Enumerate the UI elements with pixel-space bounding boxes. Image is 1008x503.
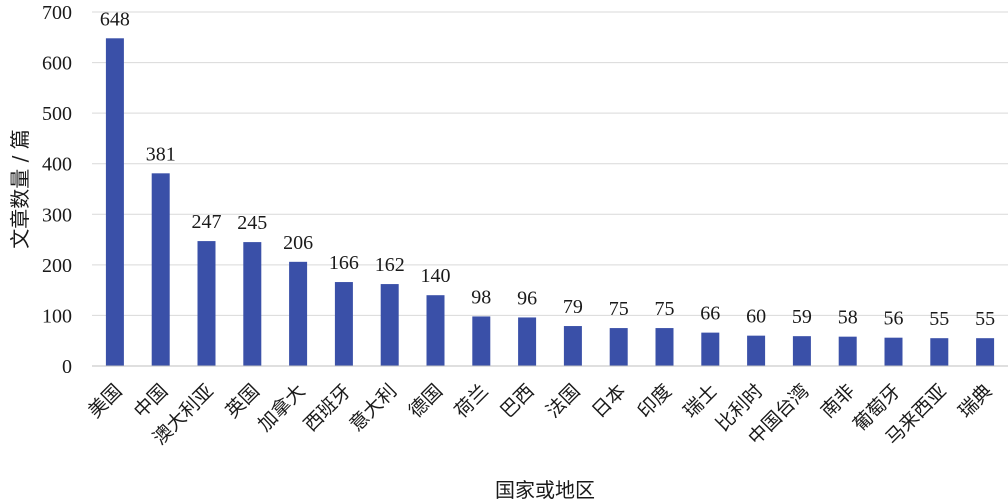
x-category-label: 瑞典 <box>954 380 996 422</box>
bar <box>105 38 124 366</box>
x-axis-title: 国家或地区 <box>495 478 595 502</box>
data-label: 59 <box>792 306 812 328</box>
y-tick-label: 300 <box>42 204 72 226</box>
y-tick-label: 100 <box>42 305 72 327</box>
x-category-label: 荷兰 <box>450 380 492 422</box>
data-label: 75 <box>609 298 629 320</box>
data-label: 56 <box>884 308 904 330</box>
bar <box>747 335 766 366</box>
data-label: 79 <box>563 296 583 318</box>
x-category-label: 美国 <box>84 380 126 422</box>
data-labels: 648 381 247 245 206 166 162 140 98 96 79 75 75 66 60 59… <box>100 8 995 330</box>
y-axis-title: 文章数量 / 篇 <box>8 129 32 248</box>
data-label: 381 <box>146 143 176 165</box>
bar <box>472 316 491 366</box>
bar <box>197 241 216 366</box>
gridlines <box>92 11 1008 316</box>
bar <box>563 326 582 366</box>
bar <box>701 332 720 366</box>
data-label: 98 <box>471 286 491 308</box>
bar <box>518 317 537 366</box>
x-category-label: 西班牙 <box>300 380 356 436</box>
bar <box>243 242 262 366</box>
bar <box>884 337 903 366</box>
data-label: 55 <box>975 308 995 330</box>
y-tick-label: 700 <box>42 2 72 24</box>
y-tick-label: 0 <box>62 356 72 378</box>
data-label: 162 <box>375 254 405 276</box>
bar <box>792 336 811 366</box>
bar <box>976 338 995 366</box>
y-tick-label: 600 <box>42 53 72 75</box>
data-label: 66 <box>700 303 720 325</box>
y-axis-ticks: 0 100 200 300 400 500 600 700 <box>42 2 72 378</box>
x-category-label: 德国 <box>405 380 447 422</box>
x-category-label: 印度 <box>634 380 676 422</box>
data-label: 140 <box>421 265 451 287</box>
y-tick-label: 400 <box>42 154 72 176</box>
x-category-label: 巴西 <box>496 380 538 422</box>
data-label: 648 <box>100 8 130 30</box>
bar <box>380 284 399 366</box>
data-label: 245 <box>237 212 267 234</box>
bar <box>930 338 949 366</box>
bar <box>609 328 628 366</box>
x-category-label: 加拿大 <box>253 379 310 436</box>
bar <box>334 282 353 366</box>
data-label: 60 <box>746 306 766 328</box>
data-label: 206 <box>283 232 313 254</box>
y-tick-label: 200 <box>42 255 72 277</box>
x-category-label: 日本 <box>588 380 630 422</box>
data-label: 75 <box>655 298 675 320</box>
x-category-label: 法国 <box>542 380 584 422</box>
data-label: 247 <box>192 211 222 233</box>
bar <box>289 261 308 366</box>
bar <box>655 328 674 366</box>
bars <box>105 38 995 366</box>
bar <box>151 173 170 366</box>
data-label: 55 <box>929 308 949 330</box>
bar <box>838 336 857 366</box>
bar <box>426 295 445 366</box>
data-label: 96 <box>517 287 537 309</box>
data-label: 166 <box>329 252 359 274</box>
data-label: 58 <box>838 307 858 329</box>
y-tick-label: 500 <box>42 103 72 125</box>
x-category-label: 意大利 <box>345 380 401 436</box>
